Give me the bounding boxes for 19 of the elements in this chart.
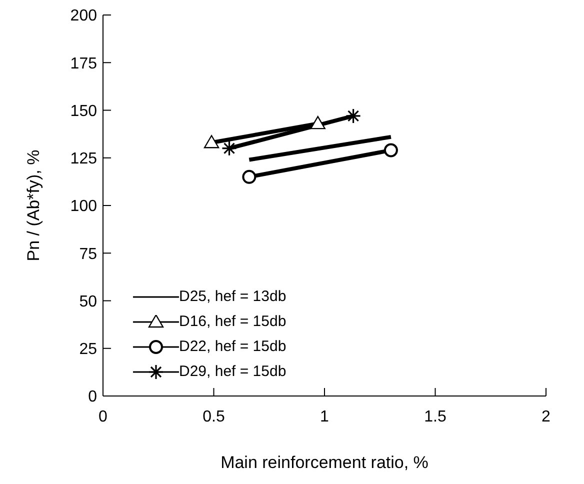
x-tick-label: 1 [320, 408, 330, 426]
x-tick-label: 0.5 [202, 408, 225, 426]
y-tick-label: 125 [70, 150, 98, 168]
y-tick-label: 200 [70, 8, 98, 25]
y-tick-label: 150 [70, 102, 98, 120]
y-tick-label: 175 [70, 55, 98, 72]
y-tick-label: 100 [70, 198, 98, 216]
legend-label: D25, hef = 13db [179, 288, 286, 305]
x-tick-label: 1.5 [424, 408, 446, 426]
legend-label: D16, hef = 15db [179, 313, 286, 330]
y-tick-label: 0 [88, 388, 98, 406]
y-tick-label: 25 [79, 341, 98, 358]
legend-label: D22, hef = 15db [179, 338, 286, 355]
y-tick-label: 75 [79, 246, 98, 263]
x-tick-label: 2 [542, 408, 551, 426]
x-axis-title: Main reinforcement ratio, % [220, 453, 428, 472]
y-tick-label: 50 [79, 293, 98, 310]
legend-label: D29, hef = 15db [179, 363, 286, 380]
y-axis-title: Pn / (Ab*fy), % [24, 150, 44, 262]
